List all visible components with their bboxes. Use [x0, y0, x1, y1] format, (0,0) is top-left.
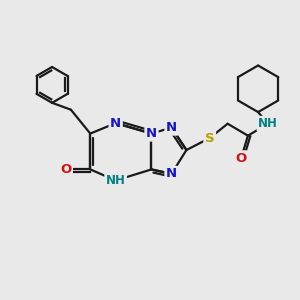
Text: O: O — [60, 163, 71, 176]
Text: N: N — [166, 121, 177, 134]
Text: S: S — [205, 132, 214, 145]
Text: N: N — [146, 127, 157, 140]
Text: N: N — [166, 167, 177, 180]
Text: NH: NH — [106, 174, 126, 187]
Text: O: O — [236, 152, 247, 165]
Text: NH: NH — [258, 117, 278, 130]
Text: N: N — [110, 117, 121, 130]
